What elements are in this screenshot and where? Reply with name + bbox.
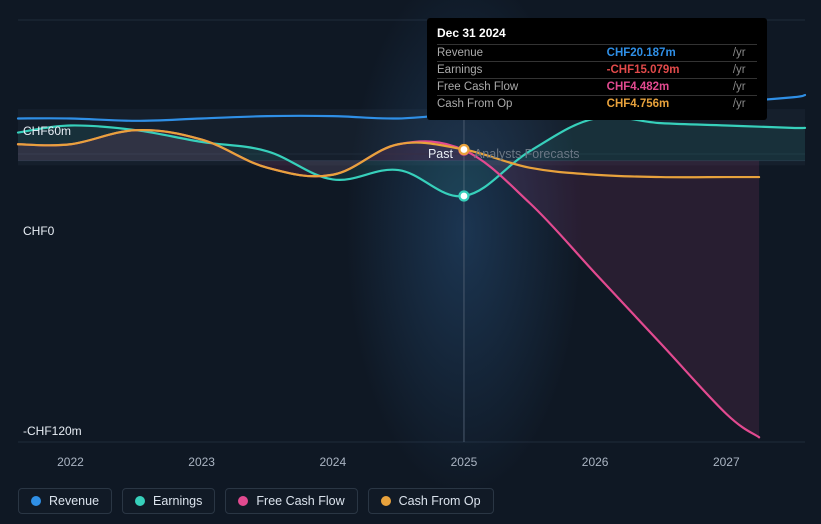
tooltip-row-label: Free Cash Flow [437,79,607,96]
tooltip-row-label: Revenue [437,45,607,62]
section-label-past: Past [428,147,453,161]
x-axis-label: 2026 [582,455,609,469]
tooltip-row-unit: /yr [729,79,757,96]
tooltip: Dec 31 2024 RevenueCHF20.187m/yr Earning… [427,18,767,120]
section-label-forecast: Analysts Forecasts [474,147,580,161]
tooltip-row-value: CHF20.187m [607,45,729,62]
tooltip-row: Free Cash FlowCHF4.482m/yr [437,79,757,96]
tooltip-row-unit: /yr [729,62,757,79]
y-axis-label: CHF60m [23,124,71,138]
x-axis-label: 2024 [319,455,346,469]
x-axis-label: 2027 [713,455,740,469]
x-axis-label: 2023 [188,455,215,469]
tooltip-row: Earnings-CHF15.079m/yr [437,62,757,79]
legend-dot [31,496,41,506]
tooltip-date: Dec 31 2024 [437,26,757,40]
legend: Revenue Earnings Free Cash Flow Cash Fro… [18,488,494,514]
y-axis-label: CHF0 [23,224,54,238]
legend-label: Cash From Op [399,494,481,508]
tooltip-row-label: Earnings [437,62,607,79]
legend-item-fcf[interactable]: Free Cash Flow [225,488,357,514]
legend-dot [381,496,391,506]
tooltip-row: RevenueCHF20.187m/yr [437,45,757,62]
tooltip-row-value: CHF4.756m [607,96,729,113]
tooltip-table: RevenueCHF20.187m/yr Earnings-CHF15.079m… [437,44,757,112]
legend-item-earnings[interactable]: Earnings [122,488,215,514]
legend-dot [238,496,248,506]
tooltip-row-value: CHF4.482m [607,79,729,96]
tooltip-row-unit: /yr [729,96,757,113]
y-axis-label: -CHF120m [23,424,82,438]
legend-dot [135,496,145,506]
chart-container: { "chart": { "type": "line", "width": 82… [0,0,821,524]
tooltip-row: Cash From OpCHF4.756m/yr [437,96,757,113]
x-axis-label: 2022 [57,455,84,469]
legend-item-revenue[interactable]: Revenue [18,488,112,514]
tooltip-row-unit: /yr [729,45,757,62]
legend-label: Free Cash Flow [256,494,344,508]
legend-label: Earnings [153,494,202,508]
tooltip-row-label: Cash From Op [437,96,607,113]
legend-label: Revenue [49,494,99,508]
x-axis-label: 2025 [451,455,478,469]
legend-item-cfo[interactable]: Cash From Op [368,488,494,514]
tooltip-row-value: -CHF15.079m [607,62,729,79]
